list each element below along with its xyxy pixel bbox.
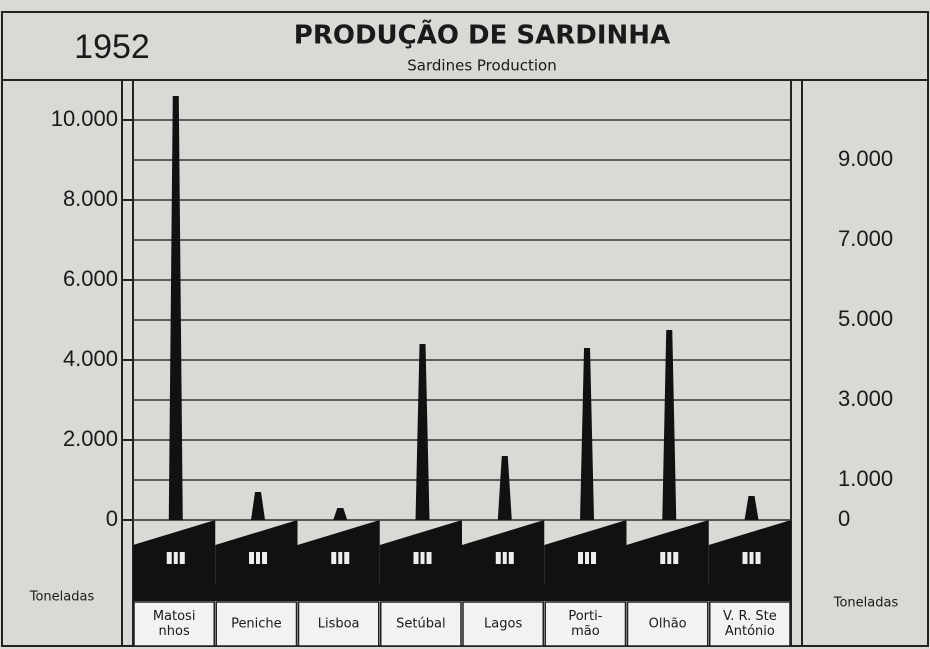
y2-axis-label: Toneladas: [833, 596, 899, 611]
x-tick-label: Peniche: [231, 617, 282, 632]
window: [413, 552, 432, 564]
chimney: [497, 456, 512, 520]
category-box: [215, 601, 298, 647]
x-tick-label: Olhão: [649, 617, 687, 632]
category-box: [133, 601, 215, 647]
chimney: [251, 492, 266, 520]
y-tick-label: 4.000: [63, 346, 118, 371]
chimney: [580, 348, 595, 520]
category-box: [544, 601, 627, 647]
y2-tick-label: 1.000: [838, 466, 893, 491]
window: [742, 552, 761, 564]
y-tick-label: 0: [106, 506, 118, 531]
y-tick-label: 8.000: [63, 186, 118, 211]
y-tick-label: 2.000: [63, 426, 118, 451]
window: [166, 552, 185, 564]
category-box: [462, 601, 544, 647]
chimney: [168, 96, 183, 520]
x-tick-label: Lagos: [484, 617, 522, 632]
x-tick-label: Setúbal: [396, 617, 445, 632]
chart-title: PRODUÇÃO DE SARDINHA: [294, 19, 670, 51]
y-tick-label: 10.000: [51, 106, 118, 131]
category-box: [626, 601, 709, 647]
x-tick-label: nhos: [159, 624, 190, 639]
window: [495, 552, 514, 564]
y2-tick-label: 7.000: [838, 226, 893, 251]
y-axis-label: Toneladas: [29, 590, 95, 605]
y2-tick-label: 9.000: [838, 146, 893, 171]
x-tick-label: Lisboa: [318, 617, 360, 632]
chart-subtitle: Sardines Production: [407, 57, 556, 75]
y2-tick-label: 3.000: [838, 386, 893, 411]
x-tick-label: V. R. Ste: [723, 609, 777, 624]
y2-tick-label: 5.000: [838, 306, 893, 331]
chimney: [415, 344, 430, 520]
window: [660, 552, 679, 564]
x-tick-label: Porti-: [568, 609, 602, 624]
chimney: [333, 508, 348, 520]
y-tick-label: 6.000: [63, 266, 118, 291]
window: [331, 552, 350, 564]
y2-tick-label: 0: [838, 506, 850, 531]
x-tick-label: António: [725, 624, 775, 639]
chimney: [744, 496, 759, 520]
category-box: [380, 601, 462, 647]
year: 1952: [74, 28, 150, 66]
chimney: [662, 330, 677, 520]
x-tick-label: Matosi: [153, 609, 196, 624]
window: [578, 552, 597, 564]
category-box: [709, 601, 791, 647]
base-strip: [133, 585, 791, 601]
x-tick-label: mão: [571, 624, 600, 639]
category-box: [297, 601, 380, 647]
window: [249, 552, 268, 564]
